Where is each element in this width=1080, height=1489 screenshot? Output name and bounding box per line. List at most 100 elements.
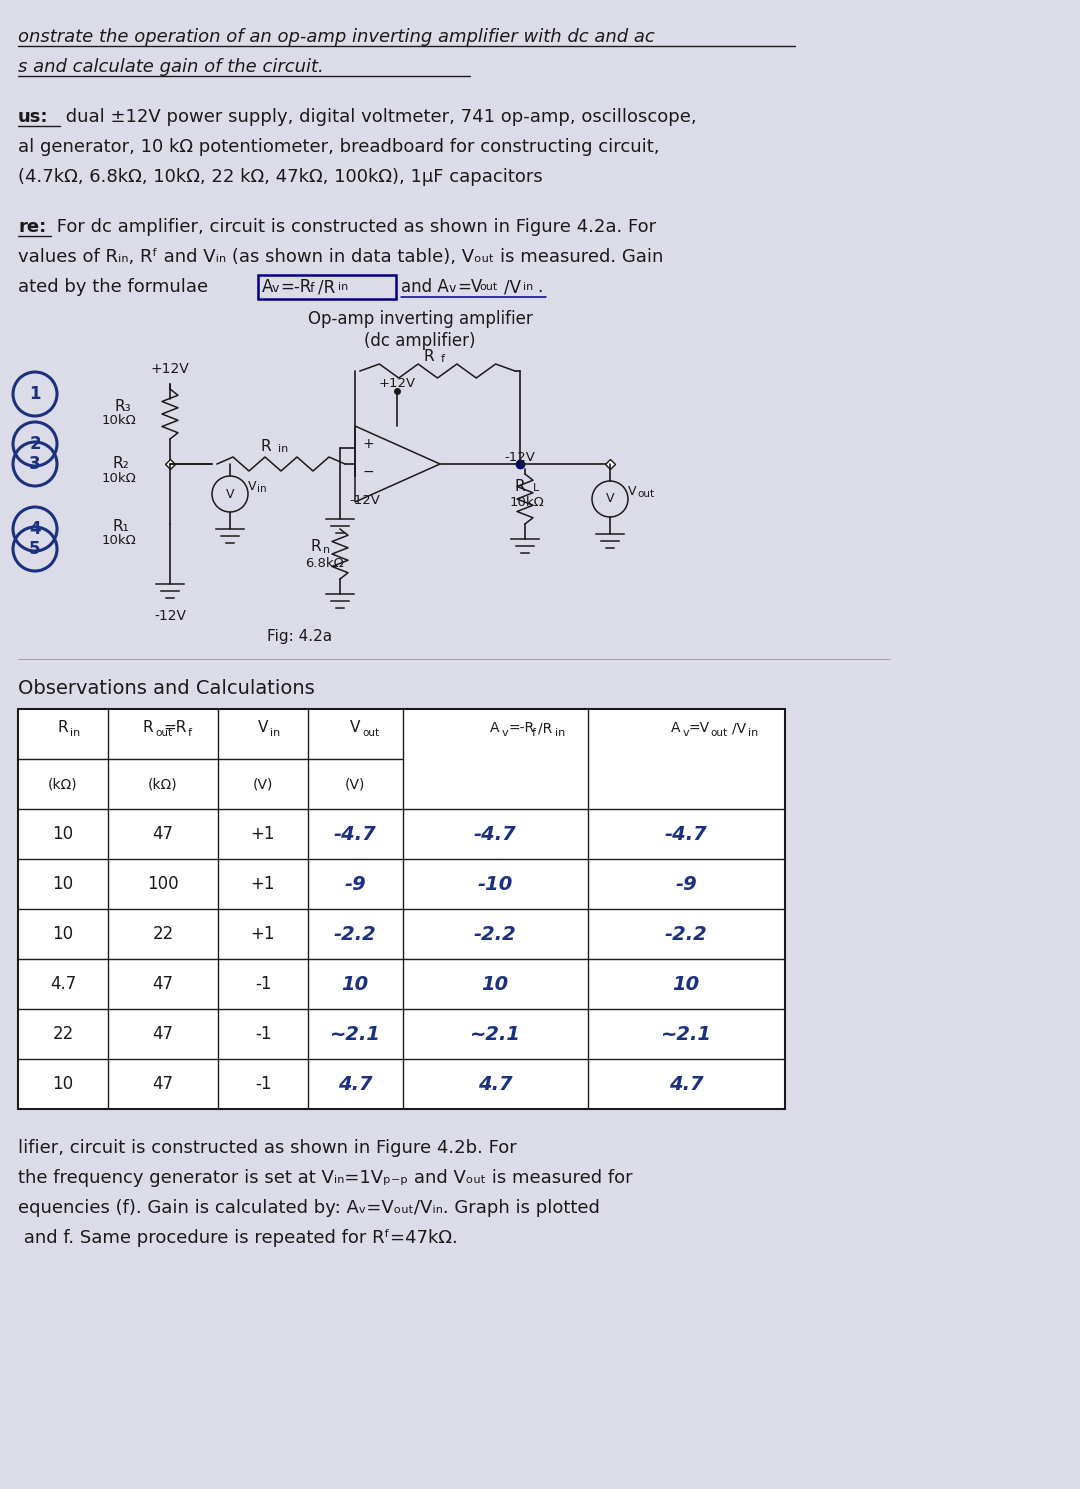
- Text: equencies (f). Gain is calculated by: Aᵥ=Vₒᵤₜ/Vᵢₙ. Graph is plotted: equencies (f). Gain is calculated by: Aᵥ…: [18, 1199, 599, 1217]
- Text: V: V: [248, 479, 257, 493]
- Text: -12V: -12V: [154, 609, 186, 622]
- Text: f: f: [310, 281, 314, 295]
- Text: 47: 47: [152, 825, 174, 843]
- Text: -10: -10: [477, 874, 513, 893]
- Text: (kΩ): (kΩ): [148, 777, 178, 791]
- Text: -9: -9: [345, 874, 366, 893]
- Text: f: f: [441, 354, 445, 363]
- Text: v: v: [272, 281, 280, 295]
- Text: out: out: [710, 728, 727, 739]
- Text: v: v: [683, 728, 690, 739]
- Text: -1: -1: [255, 1075, 271, 1093]
- Text: =-R: =-R: [280, 278, 311, 296]
- Text: For dc amplifier, circuit is constructed as shown in Figure 4.2a. For: For dc amplifier, circuit is constructed…: [51, 217, 657, 235]
- Text: 10kΩ: 10kΩ: [510, 496, 544, 509]
- Text: us:: us:: [18, 109, 49, 127]
- Text: 10kΩ: 10kΩ: [102, 414, 137, 427]
- Text: ~2.1: ~2.1: [470, 1024, 521, 1044]
- Text: +12V: +12V: [378, 377, 416, 390]
- Text: ated by the formulae: ated by the formulae: [18, 278, 208, 296]
- Text: 10: 10: [53, 825, 73, 843]
- Text: dual ±12V power supply, digital voltmeter, 741 op-amp, oscilloscope,: dual ±12V power supply, digital voltmete…: [60, 109, 697, 127]
- Text: 10: 10: [341, 974, 368, 993]
- Text: Observations and Calculations: Observations and Calculations: [18, 679, 314, 698]
- Text: 2: 2: [29, 435, 41, 453]
- Text: in: in: [555, 728, 565, 739]
- Text: 10: 10: [53, 876, 73, 893]
- Text: 47: 47: [152, 1024, 174, 1042]
- Text: V: V: [258, 721, 268, 736]
- Text: (dc amplifier): (dc amplifier): [364, 332, 476, 350]
- Text: (V): (V): [253, 777, 273, 791]
- Text: =-R: =-R: [508, 721, 535, 736]
- Text: −: −: [363, 465, 375, 479]
- Text: v: v: [449, 281, 457, 295]
- Text: -4.7: -4.7: [664, 825, 707, 843]
- Text: -4.7: -4.7: [334, 825, 376, 843]
- Text: s and calculate gain of the circuit.: s and calculate gain of the circuit.: [18, 58, 324, 76]
- Text: V: V: [350, 721, 361, 736]
- Text: +1: +1: [251, 876, 275, 893]
- Text: R: R: [143, 721, 153, 736]
- Text: -4.7: -4.7: [474, 825, 516, 843]
- Text: A: A: [672, 721, 680, 736]
- Text: lifier, circuit is constructed as shown in Figure 4.2b. For: lifier, circuit is constructed as shown …: [18, 1139, 516, 1157]
- Text: 10: 10: [53, 925, 73, 943]
- Text: 10: 10: [53, 1075, 73, 1093]
- Text: out: out: [362, 728, 379, 739]
- Text: R: R: [515, 479, 525, 494]
- Text: 4.7: 4.7: [338, 1075, 373, 1093]
- Text: and f. Same procedure is repeated for Rᶠ=47kΩ.: and f. Same procedure is repeated for Rᶠ…: [18, 1228, 458, 1246]
- Text: Fig: 4.2a: Fig: 4.2a: [268, 628, 333, 645]
- Text: /V: /V: [732, 721, 746, 736]
- Text: ~2.1: ~2.1: [661, 1024, 712, 1044]
- Text: -1: -1: [255, 1024, 271, 1042]
- Text: 47: 47: [152, 975, 174, 993]
- Text: R: R: [423, 348, 434, 363]
- Text: -2.2: -2.2: [334, 925, 376, 944]
- Text: in: in: [748, 728, 758, 739]
- Text: =R: =R: [163, 721, 187, 736]
- Text: (4.7kΩ, 6.8kΩ, 10kΩ, 22 kΩ, 47kΩ, 100kΩ), 1μF capacitors: (4.7kΩ, 6.8kΩ, 10kΩ, 22 kΩ, 47kΩ, 100kΩ)…: [18, 168, 543, 186]
- Text: V: V: [627, 485, 636, 497]
- Text: 10: 10: [673, 974, 700, 993]
- Text: 10kΩ: 10kΩ: [102, 535, 137, 546]
- Text: (V): (V): [345, 777, 365, 791]
- Text: -12V: -12V: [350, 494, 380, 506]
- Text: -12V: -12V: [504, 451, 536, 465]
- Text: R: R: [310, 539, 321, 554]
- Text: 4.7: 4.7: [477, 1075, 512, 1093]
- Text: v: v: [502, 728, 509, 739]
- Text: in: in: [523, 281, 534, 292]
- Bar: [18, 709, 785, 1109]
- Text: 4: 4: [29, 520, 41, 538]
- Text: 22: 22: [52, 1024, 73, 1042]
- Text: -2.2: -2.2: [474, 925, 516, 944]
- Text: R: R: [260, 439, 271, 454]
- Text: =V: =V: [689, 721, 711, 736]
- Text: n: n: [323, 545, 330, 555]
- Text: +12V: +12V: [150, 362, 189, 377]
- Text: .: .: [537, 278, 542, 296]
- Text: values of Rᵢₙ, Rᶠ and Vᵢₙ (as shown in data table), Vₒᵤₜ is measured. Gain: values of Rᵢₙ, Rᶠ and Vᵢₙ (as shown in d…: [18, 249, 663, 267]
- Text: 4.7: 4.7: [669, 1075, 703, 1093]
- Text: /R: /R: [538, 721, 552, 736]
- Text: 6.8kΩ: 6.8kΩ: [305, 557, 343, 570]
- Text: +: +: [363, 436, 375, 451]
- Text: A: A: [262, 278, 273, 296]
- Text: +1: +1: [251, 925, 275, 943]
- Text: 3: 3: [29, 456, 41, 474]
- Text: /R: /R: [318, 278, 335, 296]
- Text: onstrate the operation of an op-amp inverting amplifier with dc and ac: onstrate the operation of an op-amp inve…: [18, 28, 654, 46]
- Text: L: L: [534, 482, 539, 493]
- Text: out: out: [480, 281, 497, 292]
- Text: 5: 5: [29, 541, 41, 558]
- Text: re:: re:: [18, 217, 46, 235]
- Text: -1: -1: [255, 975, 271, 993]
- Text: 10kΩ: 10kΩ: [102, 472, 137, 485]
- Text: in: in: [257, 484, 267, 494]
- Text: R₁: R₁: [112, 520, 129, 535]
- Text: R₂: R₂: [112, 456, 129, 471]
- Text: V: V: [226, 487, 234, 500]
- Text: 4.7: 4.7: [50, 975, 76, 993]
